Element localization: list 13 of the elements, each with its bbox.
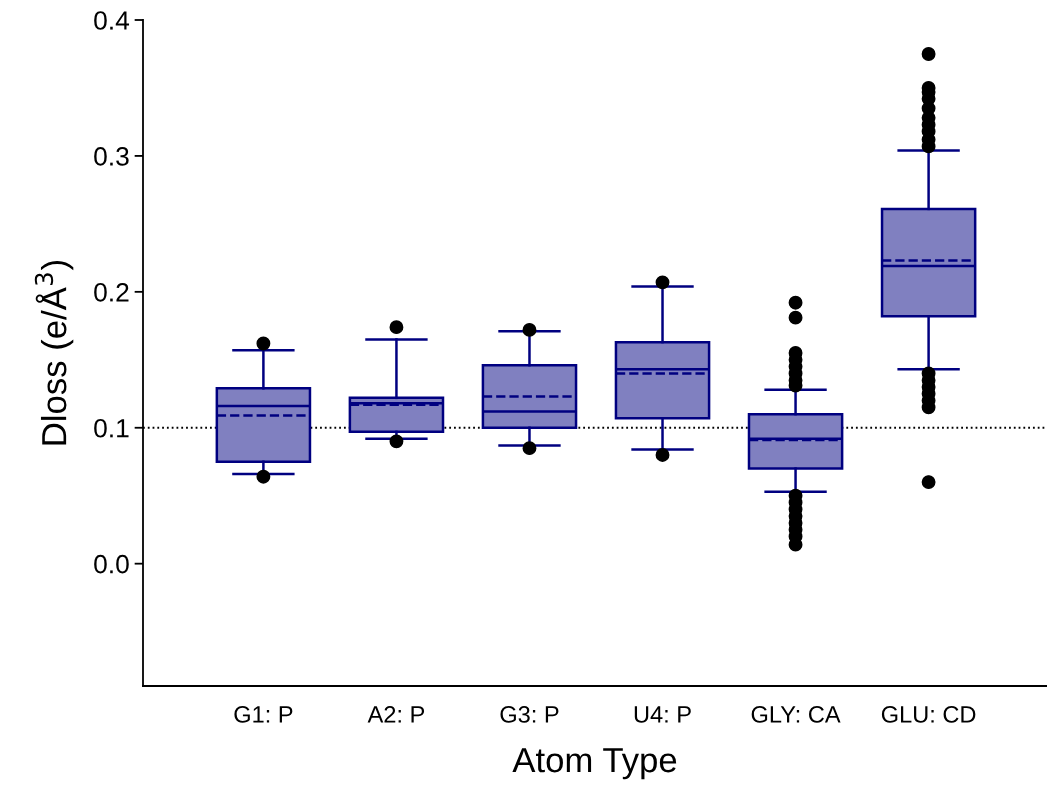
y-tick-label: 0.4	[94, 11, 130, 30]
y-tick-label: 0.3	[94, 147, 129, 166]
x-tick-label: G1: P	[234, 706, 293, 723]
y-tick-label: 0.2	[94, 282, 129, 302]
x-tick-label: A2: P	[367, 706, 425, 723]
x-axis-title: Atom Type	[512, 748, 677, 780]
x-tick-label: U4: P	[634, 706, 691, 723]
y-axis-title: Dloss (e/Å$^{3}$)	[34, 260, 74, 445]
x-tick-label: GLY: CA	[751, 706, 841, 723]
x-tick-label: G3: P	[500, 706, 559, 723]
y-tick-label: 0.0	[94, 554, 129, 574]
x-tick-label: GLU: CD	[881, 706, 976, 723]
y-tick-label: 0.1	[94, 418, 129, 438]
